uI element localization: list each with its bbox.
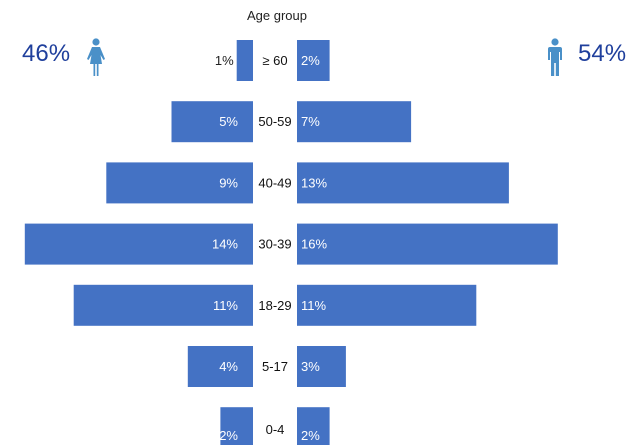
right-bar-1 [297, 101, 412, 143]
right-bar-6 [297, 407, 330, 445]
right-value-label-2: 13% [301, 175, 327, 190]
right-bar-4 [297, 284, 477, 326]
age-category-label-1: 50-59 [258, 114, 291, 129]
age-group-title: Age group [247, 8, 307, 23]
left-bar-2 [106, 162, 253, 204]
age-category-label-4: 18-29 [258, 298, 291, 313]
age-category-label-5: 5-17 [262, 359, 288, 374]
right-value-label-1: 7% [301, 114, 320, 129]
left-bar-0 [236, 40, 253, 81]
female-figure-icon [86, 38, 106, 83]
left-bar-1 [171, 101, 253, 143]
right-total-percent: 54% [578, 40, 627, 67]
right-bar-3 [297, 223, 558, 265]
left-value-label-0: 1% [215, 53, 234, 68]
male-figure-icon [545, 38, 565, 83]
right-bar-2 [297, 162, 509, 204]
left-value-label-1: 5% [219, 114, 238, 129]
left-bar-6 [220, 407, 253, 445]
right-value-label-4: 11% [301, 298, 326, 313]
left-value-label-6: 2% [219, 428, 238, 443]
right-bar-0 [297, 40, 330, 81]
left-value-label-3: 14% [212, 237, 238, 252]
right-value-label-0: 2% [301, 53, 320, 68]
left-value-label-4: 11% [213, 298, 238, 313]
left-value-label-2: 9% [219, 175, 238, 190]
left-bar-4 [73, 284, 253, 326]
right-value-label-3: 16% [301, 237, 327, 252]
left-value-label-5: 4% [219, 359, 238, 374]
right-value-label-6: 2% [301, 428, 320, 443]
right-bar-5 [297, 346, 346, 387]
left-bar-5 [187, 346, 253, 387]
right-value-label-5: 3% [301, 359, 320, 374]
age-category-label-6: 0-4 [266, 422, 285, 437]
age-category-label-3: 30-39 [258, 237, 291, 252]
age-category-label-2: 40-49 [258, 175, 291, 190]
age-category-label-0: ≥ 60 [262, 53, 287, 68]
left-bar-3 [24, 223, 253, 265]
left-total-percent: 46% [22, 40, 71, 67]
